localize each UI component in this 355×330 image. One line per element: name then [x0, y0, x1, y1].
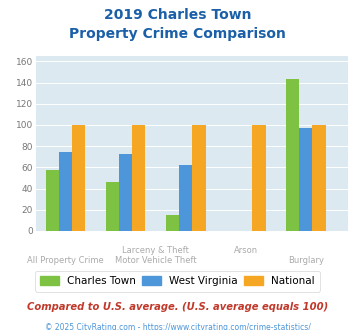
Bar: [132, 125, 146, 231]
Text: Burglary: Burglary: [288, 256, 324, 265]
Bar: [119, 154, 132, 231]
Bar: [252, 125, 266, 231]
Text: 2019 Charles Town: 2019 Charles Town: [104, 8, 251, 22]
Bar: [179, 165, 192, 231]
Bar: [46, 170, 59, 231]
Bar: [106, 182, 119, 231]
Bar: [192, 125, 206, 231]
Bar: [286, 80, 299, 231]
Legend: Charles Town, West Virginia, National: Charles Town, West Virginia, National: [35, 271, 320, 291]
Bar: [312, 125, 326, 231]
Bar: [59, 151, 72, 231]
Text: Property Crime Comparison: Property Crime Comparison: [69, 27, 286, 41]
Text: All Property Crime: All Property Crime: [27, 256, 104, 265]
Text: © 2025 CityRating.com - https://www.cityrating.com/crime-statistics/: © 2025 CityRating.com - https://www.city…: [45, 323, 310, 330]
Text: Compared to U.S. average. (U.S. average equals 100): Compared to U.S. average. (U.S. average …: [27, 302, 328, 312]
Text: Larceny & Theft: Larceny & Theft: [122, 246, 189, 255]
Bar: [166, 215, 179, 231]
Bar: [299, 128, 312, 231]
Text: Arson: Arson: [234, 246, 258, 255]
Bar: [72, 125, 85, 231]
Text: Motor Vehicle Theft: Motor Vehicle Theft: [115, 256, 196, 265]
